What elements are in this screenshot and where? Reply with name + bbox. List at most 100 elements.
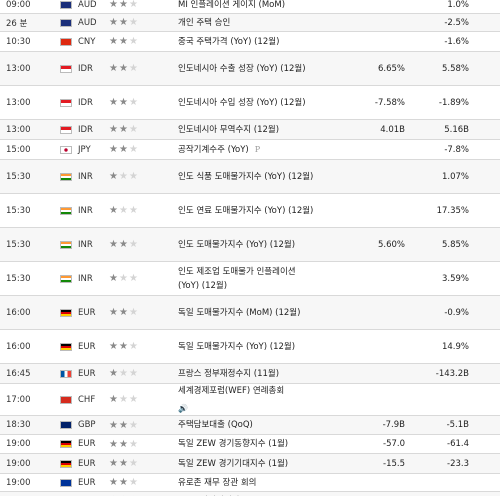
currency-code: INR [78,171,93,182]
calendar-row[interactable]: 19:00 EUR ★ ★ ★ 유로존 재무 장관 회의 [0,474,500,492]
calendar-row[interactable]: 16:45 EUR ★ ★ ★ 프랑스 정부재정수지 (11월) -143.2B [0,364,500,384]
importance-rating: ★★★ [109,364,157,383]
forecast-value: 1.0% [447,0,469,10]
calendar-row[interactable]: 15:30 INR ★ ★ ★ 인도 제조업 도매물가 인플레이션 (YoY) (12월)… [0,262,500,296]
forecast-value [405,384,469,415]
event-cell[interactable]: 인도 연료 도매물가지수 (YoY) (12월) [178,194,316,227]
speaker-icon[interactable]: 🔊 [178,403,188,413]
country-flag-icon [60,120,72,139]
importance-star-icon: ★ [128,341,139,352]
importance-star-icon: ★ [128,36,139,47]
forecast-value: 5.85% [441,239,469,250]
importance-star-icon: ★ [109,205,119,216]
event-name: 독일 도매물가지수 (MoM) (12월) [178,307,301,318]
event-cell[interactable]: 인도 식품 도매물가지수 (YoY) (12월) [178,160,316,193]
actual-value [320,14,405,31]
event-cell[interactable]: 독일 ZEW 경기동향지수 (1월) [178,435,316,453]
importance-star-icon: ★ [118,171,129,182]
event-cell[interactable]: 세계경제포럼(WEF) 연례총회 🔊 [178,384,316,415]
event-cell[interactable]: ZEW 경기기대지수 [178,492,316,497]
calendar-row[interactable]: 19:00 EUR ★ ★ ★ 독일 ZEW 경기동향지수 (1월) -57.0 -61.4 [0,435,500,454]
event-cell[interactable]: MI 인플레이션 게이지 (MoM) [178,0,316,13]
calendar-row[interactable]: 19:00 EUR ★ ★ ★ 독일 ZEW 경기기대지수 (1월) -15.5 -23.3 [0,454,500,474]
event-cell[interactable]: 유로존 재무 장관 회의 [178,474,316,491]
importance-star-icon: ★ [118,0,129,10]
importance-star-icon: ★ [118,36,129,47]
actual-value [320,384,405,415]
importance-rating: ★★★ [109,120,157,139]
calendar-row[interactable]: 16:00 EUR ★ ★ ★ 독일 도매물가지수 (YoY) (12월) 14.9% [0,330,500,364]
calendar-row[interactable]: 17:00 CHF ★ ★ ★ 세계경제포럼(WEF) 연례총회 🔊 [0,384,500,416]
importance-star-icon: ★ [118,63,129,74]
calendar-row[interactable]: 09:00 AUD ★ ★ ★ MI 인플레이션 게이지 (MoM) 1.0% [0,0,500,14]
importance-star-icon: ★ [128,171,139,182]
forecast-value: -23.3 [447,458,469,469]
importance-star-icon: ★ [118,394,129,405]
importance-star-icon: ★ [109,368,119,379]
event-name: 인도 연료 도매물가지수 (YoY) (12월) [178,205,314,216]
calendar-row[interactable]: 26 분 AUD ★ ★ ★ 개인 주택 승인 -2.5% [0,14,500,32]
actual-value [320,474,405,491]
currency-code: EUR [78,492,108,497]
currency-code: CNY [78,36,96,47]
actual-value [320,492,405,496]
forecast-value: 17.35% [436,205,469,216]
calendar-row[interactable]: 15:30 INR ★ ★ ★ 인도 도매물가지수 (YoY) (12월) 5.60% 5.8… [0,228,500,262]
country-flag-icon [60,384,72,415]
calendar-row[interactable]: 13:00 IDR ★ ★ ★ 인도네시아 수출 성장 (YoY) (12월) 6.65% 5… [0,52,500,86]
importance-star-icon: ★ [128,368,139,379]
calendar-row[interactable]: 10:30 CNY ★ ★ ★ 중국 주택가격 (YoY) (12월) -1.6% [0,32,500,52]
importance-star-icon: ★ [128,307,139,318]
event-cell[interactable]: 주택담보대출 (QoQ) [178,416,316,434]
importance-rating: ★★★ [109,262,157,295]
event-cell[interactable]: 독일 도매물가지수 (MoM) (12월) [178,296,316,329]
importance-rating: ★★★ [109,140,157,159]
event-cell[interactable]: 인도 제조업 도매물가 인플레이션 (YoY) (12월) [178,262,316,295]
forecast-value: -0.9% [444,307,469,318]
currency-code: EUR [78,307,96,318]
event-cell[interactable]: 인도네시아 무역수지 (12월) [178,120,316,139]
event-cell[interactable]: 인도네시아 수출 성장 (YoY) (12월) [178,52,316,85]
importance-star-icon: ★ [118,419,129,431]
currency-code: EUR [78,458,96,469]
actual-value: -7.9B [382,420,405,430]
event-cell[interactable]: 인도 도매물가지수 (YoY) (12월) [178,228,316,261]
importance-star-icon: ★ [118,205,129,216]
country-flag-icon [60,330,72,363]
importance-star-icon: ★ [109,394,119,405]
currency-code: AUD [78,0,97,10]
importance-star-icon: ★ [118,124,129,135]
event-cell[interactable]: 인도네시아 수입 성장 (YoY) (12월) [178,86,316,119]
importance-star-icon: ★ [128,97,139,108]
calendar-row[interactable]: 15:00 JPY ★ ★ ★ 공작기계수주 (YoY) P -7.8% [0,140,500,160]
importance-rating: ★★★ [109,454,157,473]
event-name: 인도 식품 도매물가지수 (YoY) (12월) [178,171,314,182]
event-cell[interactable]: 독일 도매물가지수 (YoY) (12월) [178,330,316,363]
forecast-value: -23.6 [405,492,469,497]
calendar-row[interactable]: 16:00 EUR ★ ★ ★ 독일 도매물가지수 (MoM) (12월) -0.9% [0,296,500,330]
importance-star-icon: ★ [128,239,139,250]
forecast-value: -2.5% [444,17,469,28]
event-cell[interactable]: 개인 주택 승인 [178,14,316,31]
event-time: 18:30 [6,420,31,430]
forecast-value: -61.4 [447,439,469,449]
importance-star-icon: ★ [128,0,139,10]
calendar-row[interactable]: 13:00 IDR ★ ★ ★ 인도네시아 무역수지 (12월) 4.01B 5.16B [0,120,500,140]
country-flag-icon [60,194,72,227]
event-cell[interactable]: 프랑스 정부재정수지 (11월) [178,364,316,383]
event-cell[interactable]: 공작기계수주 (YoY) P [178,140,316,159]
importance-rating: ★★★ [109,160,157,193]
event-cell[interactable]: 중국 주택가격 (YoY) (12월) [178,32,316,51]
event-cell[interactable]: 독일 ZEW 경기기대지수 (1월) [178,454,316,473]
actual-value: 4.01B [380,124,405,135]
importance-star-icon: ★ [129,495,139,496]
forecast-value: 14.9% [441,341,469,352]
importance-star-icon: ★ [109,458,119,469]
calendar-row[interactable]: 13:00 IDR ★ ★ ★ 인도네시아 수입 성장 (YoY) (12월) -7.58%… [0,86,500,120]
calendar-row[interactable]: 18:30 GBP ★ ★ ★ 주택담보대출 (QoQ) -7.9B -5.1B [0,416,500,435]
calendar-row[interactable]: 15:30 INR ★ ★ ★ 인도 연료 도매물가지수 (YoY) (12월) 17.35… [0,194,500,228]
forecast-value: -1.6% [444,36,469,47]
calendar-row[interactable]: 15:30 INR ★ ★ ★ 인도 식품 도매물가지수 (YoY) (12월) 1.07% [0,160,500,194]
importance-star-icon: ★ [118,239,129,250]
